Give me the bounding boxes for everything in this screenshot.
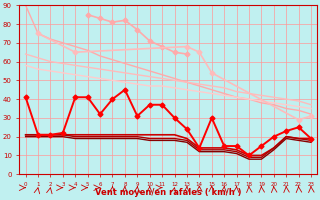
X-axis label: Vent moyen/en rafales ( km/h ): Vent moyen/en rafales ( km/h ) <box>95 188 242 197</box>
